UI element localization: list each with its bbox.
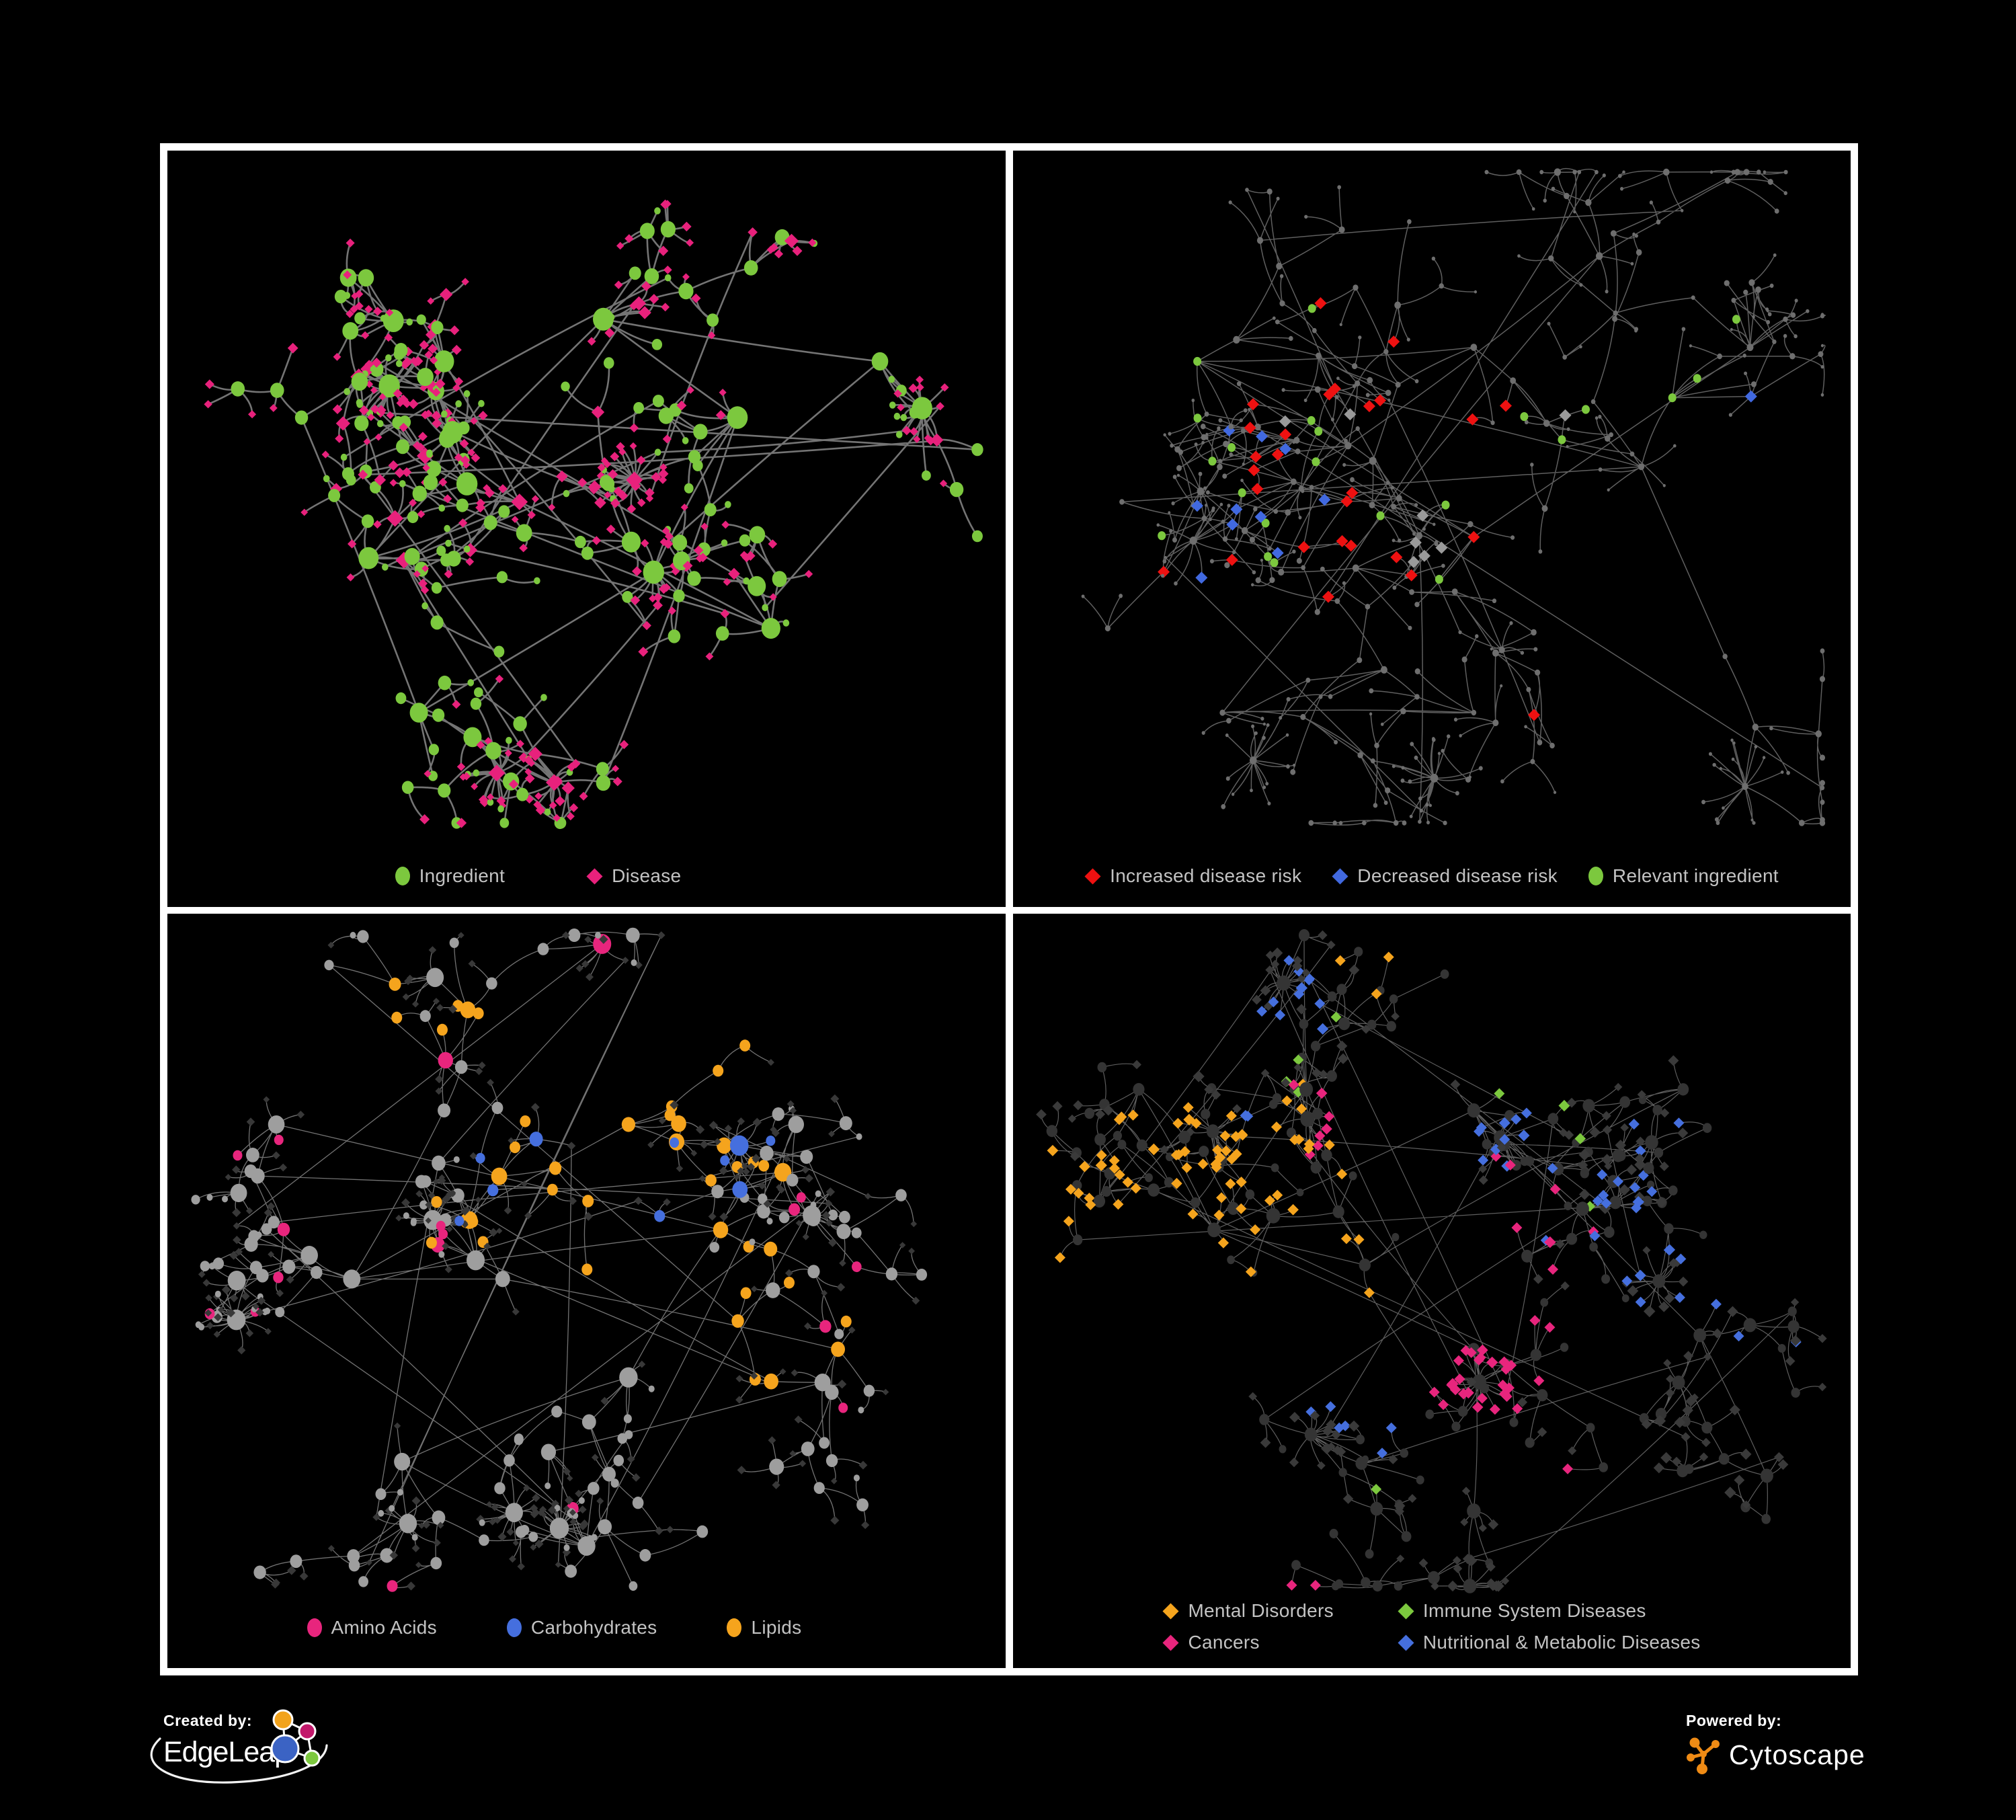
legend-label: Carbohydrates: [530, 1617, 657, 1638]
legend-label: Decreased disease risk: [1357, 865, 1558, 886]
legend-nutrient-classes: Amino Acids Carbohydrates Lipids: [167, 1617, 973, 1638]
panel-disease-categories: Mental Disorders Immune System Diseases Ca…: [1013, 914, 1851, 1668]
legend-item: Immune System Diseases: [1398, 1600, 1701, 1622]
panel-ingredient-disease: Ingredient Disease: [167, 151, 1013, 914]
legend-item: Decreased disease risk: [1332, 865, 1558, 887]
network-graph-disease-categories: [1036, 929, 1827, 1593]
cytoscape-logo: [1687, 1737, 1720, 1774]
network-graph-disease-risk: [1081, 167, 1826, 826]
legend-item: Increased disease risk: [1084, 865, 1302, 887]
created-by-block: Created by: EdgeLeap: [163, 1712, 290, 1769]
legend-item: Mental Disorders: [1162, 1600, 1334, 1622]
legend-label: Disease: [612, 865, 682, 886]
legend-item: Carbohydrates: [506, 1617, 657, 1638]
legend-label: Amino Acids: [331, 1617, 437, 1638]
edgeleap-node-magenta: [298, 1722, 317, 1741]
four-panel-grid: Ingredient Disease Increased disease risk…: [160, 143, 1858, 1675]
legend-label: Immune System Diseases: [1422, 1600, 1646, 1621]
diamond-legend-icon: [1332, 867, 1348, 885]
diamond-legend-icon: [1398, 1602, 1414, 1620]
legend-item: Nutritional & Metabolic Diseases: [1398, 1632, 1701, 1653]
legend-label: Ingredient: [419, 865, 506, 886]
cytoscape-brand-text: Cytoscape: [1729, 1739, 1865, 1770]
legend-item: Ingredient: [395, 865, 506, 887]
ellipse-legend-icon: [1588, 867, 1603, 885]
edgeleap-node-blue: [270, 1734, 300, 1764]
edgeleap-node-green: [303, 1749, 321, 1767]
legend-ingredient-disease: Ingredient Disease: [167, 865, 957, 887]
created-by-label: Created by:: [163, 1712, 253, 1729]
legend-item: Disease: [586, 865, 682, 887]
diamond-legend-icon: [1162, 1602, 1179, 1620]
panel-nutrient-classes: Amino Acids Carbohydrates Lipids: [167, 914, 1013, 1668]
legend-item: Cancers: [1162, 1632, 1333, 1653]
legend-disease-risk: Increased disease risk Decreased disease …: [1013, 865, 1851, 887]
legend-label: Lipids: [751, 1617, 802, 1638]
diamond-legend-icon: [1398, 1634, 1414, 1651]
edgeleap-node-orange: [272, 1709, 294, 1731]
ellipse-legend-icon: [395, 867, 410, 885]
legend-item: Lipids: [727, 1617, 801, 1638]
diamond-legend-icon: [1162, 1634, 1179, 1651]
legend-label: Nutritional & Metabolic Diseases: [1422, 1632, 1701, 1653]
ellipse-legend-icon: [506, 1618, 522, 1637]
legend-label: Relevant ingredient: [1612, 865, 1779, 886]
legend-label: Increased disease risk: [1110, 865, 1302, 886]
panel-disease-risk: Increased disease risk Decreased disease …: [1013, 151, 1851, 914]
edgeleap-brand-text: EdgeLeap: [163, 1736, 290, 1768]
powered-by-block: Powered by: Cytoscape: [1686, 1712, 1865, 1776]
edgeleap-logo: [270, 1709, 321, 1767]
legend-item: Relevant ingredient: [1588, 865, 1779, 887]
network-graph-ingredient-disease: [204, 199, 983, 830]
legend-disease-categories: Mental Disorders Immune System Diseases Ca…: [1013, 1600, 1851, 1653]
diamond-legend-icon: [1084, 867, 1101, 885]
ellipse-legend-icon: [307, 1618, 322, 1637]
powered-by-label: Powered by:: [1686, 1712, 1782, 1729]
diamond-legend-icon: [586, 867, 603, 885]
ellipse-legend-icon: [727, 1618, 742, 1637]
legend-item: Amino Acids: [307, 1617, 437, 1638]
legend-label: Mental Disorders: [1188, 1600, 1334, 1621]
network-graph-nutrient-classes: [191, 927, 928, 1592]
legend-label: Cancers: [1188, 1632, 1260, 1653]
